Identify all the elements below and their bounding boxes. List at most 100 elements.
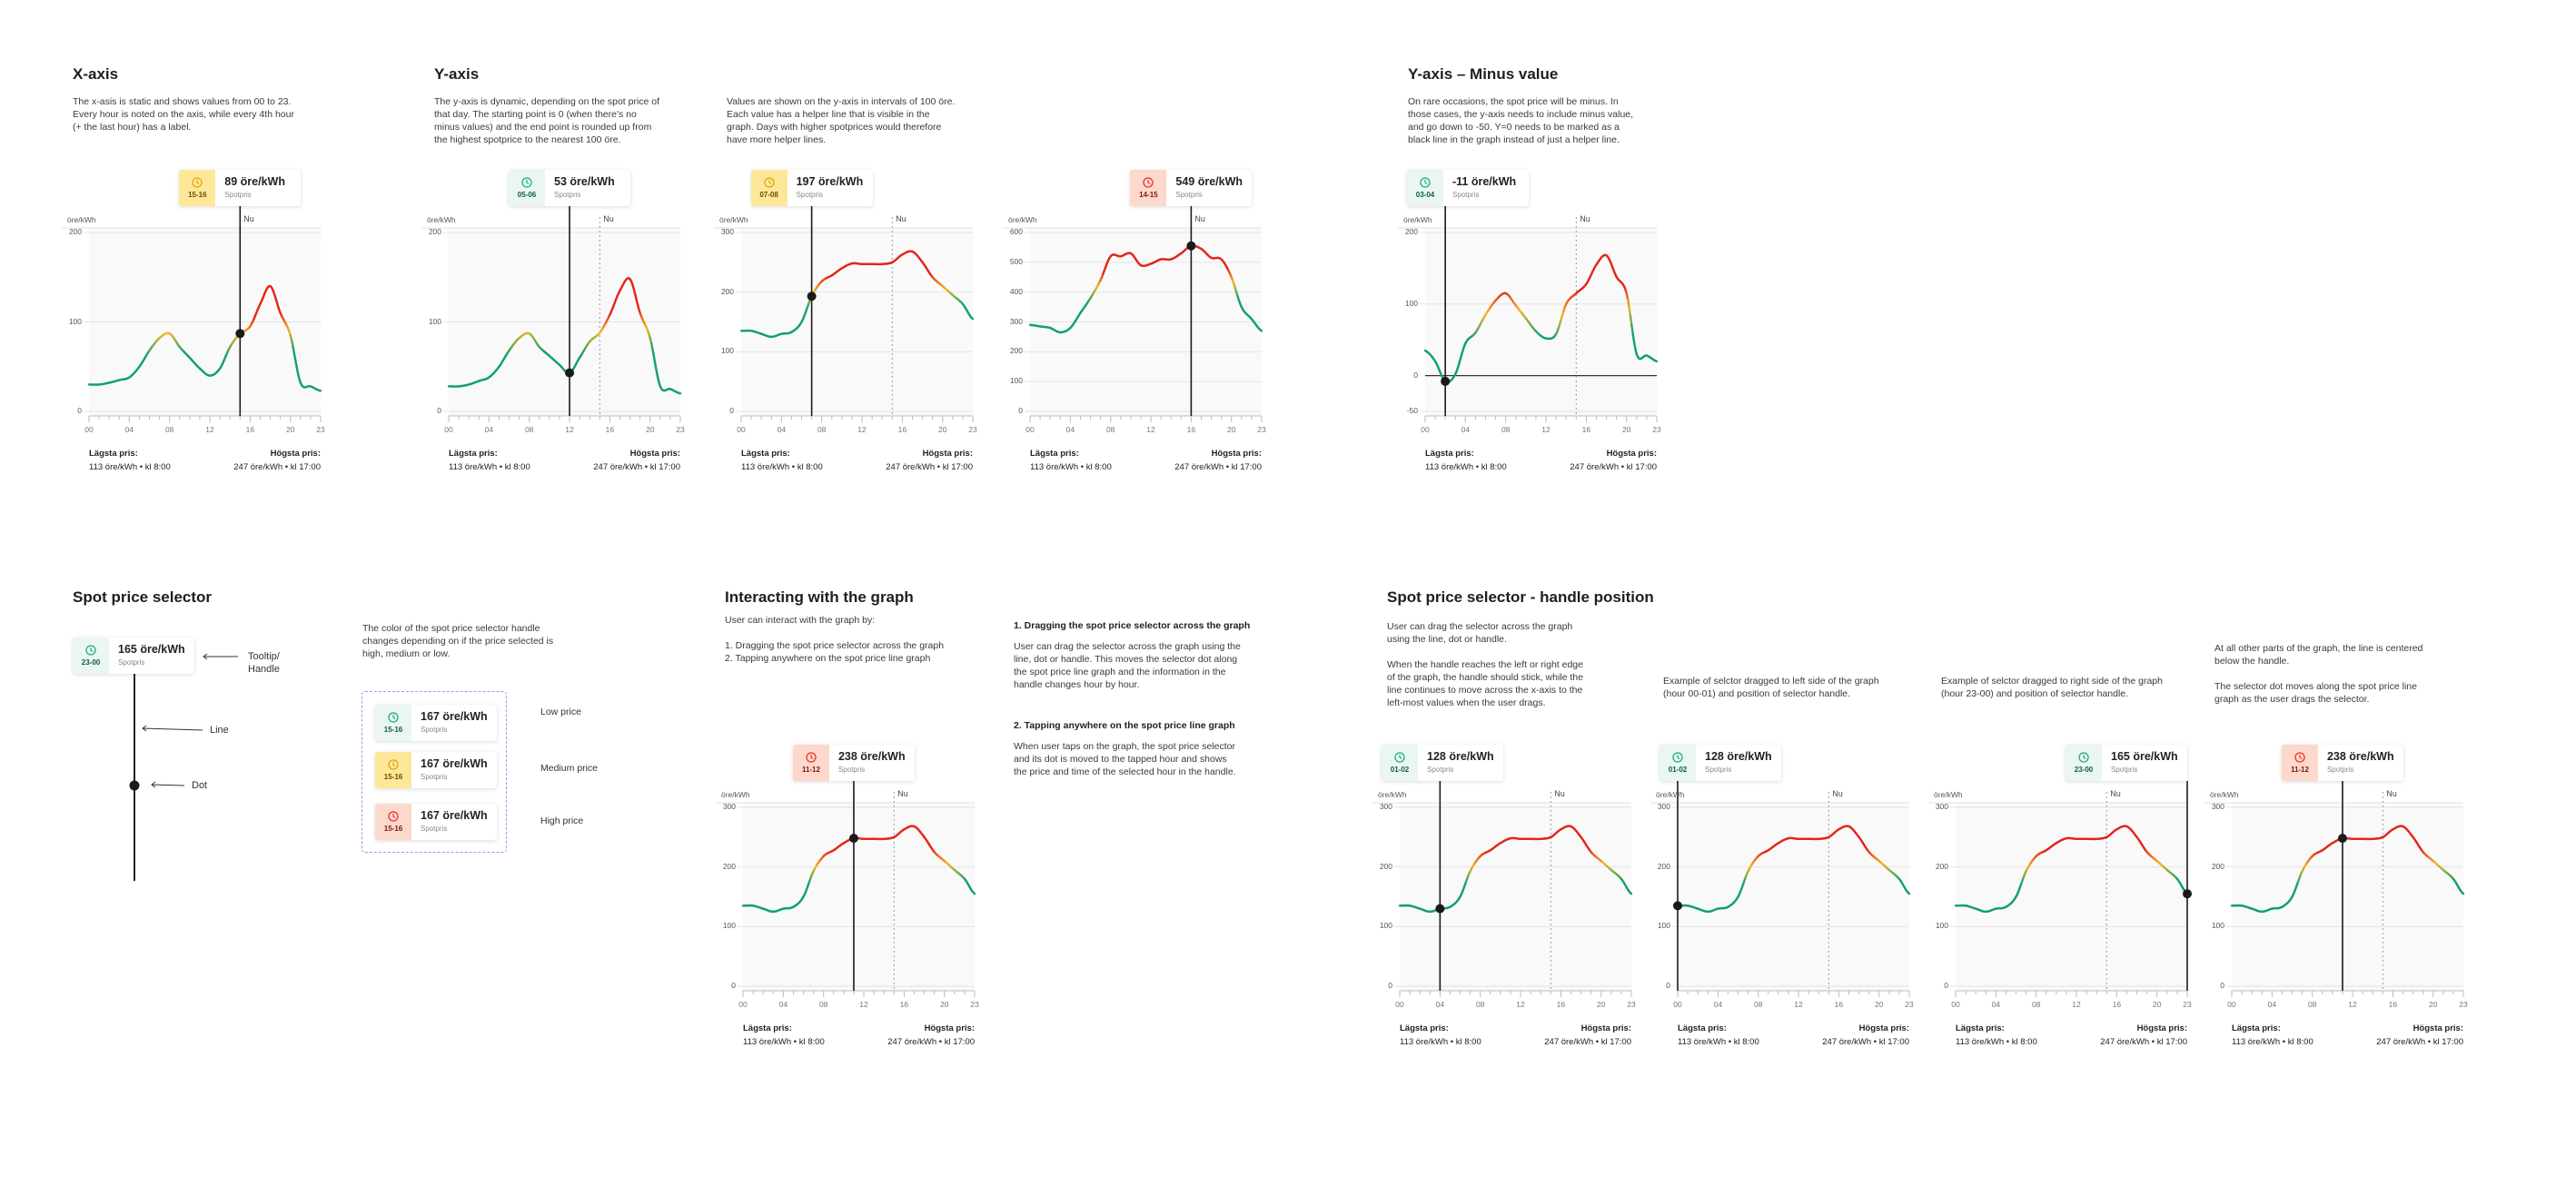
price-line-segment[interactable] — [972, 891, 976, 895]
price-line-segment[interactable] — [2461, 891, 2465, 895]
price-line-segment[interactable] — [1632, 341, 1637, 351]
x-tick-label: 08 — [1105, 425, 1115, 434]
handle-variant-medium: 15-16 167 öre/kWh Spotpris — [375, 752, 497, 788]
price-line-segment[interactable] — [292, 345, 296, 355]
x-tick-label: 08 — [2031, 1000, 2041, 1009]
tap-description: When user taps on the graph, the spot pr… — [1014, 741, 1236, 777]
highest-price-label: Högsta pris: — [2413, 1023, 2463, 1033]
x-tick-label: 04 — [484, 425, 494, 434]
x-tick-label: 16 — [2112, 1000, 2122, 1009]
x-tick-label: 08 — [1753, 1000, 1763, 1009]
handle-hour: 15-16 — [188, 191, 207, 199]
x-tick-label: 16 — [2388, 1000, 2398, 1009]
highest-price: Högsta pris: 247 öre/kWh • kl 17:00 — [1544, 1022, 1631, 1049]
price-line-segment[interactable] — [1629, 891, 1633, 895]
x-tick-label: 23 — [970, 1000, 979, 1009]
y-axis-unit: öre/kWh — [1008, 215, 1037, 224]
spot-price-chart[interactable]: -50 0 100 200 00 04 08 12 16 20 23 öre/kWh Nu 03-04 -1… — [1398, 170, 1661, 472]
y-tick-label: 400 — [1009, 286, 1023, 296]
selector-handle[interactable]: 11-12 238 öre/kWh Spotpris — [2281, 745, 2403, 781]
x-tick-label: 00 — [1673, 1000, 1682, 1009]
y-axis-unit: öre/kWh — [1403, 215, 1432, 224]
x-tick-label: 04 — [1065, 425, 1075, 434]
now-label: Nu — [897, 789, 908, 798]
highest-price-value: 247 öre/kWh • kl 17:00 — [593, 462, 680, 472]
highest-price-label: Högsta pris: — [629, 449, 680, 459]
selector-handle[interactable]: 15-16 89 öre/kWh Spotpris — [179, 170, 302, 206]
spot-price-chart[interactable]: 0 100 200 300 00 04 08 12 16 20 23 öre/kWh Nu 07-08 19… — [714, 170, 977, 472]
x-tick-label: 20 — [2153, 1000, 2162, 1009]
lowest-price-label: Lägsta pris: — [2232, 1023, 2281, 1033]
selector-handle[interactable]: 05-06 53 öre/kWh Spotpris — [509, 170, 631, 206]
selector-dot[interactable] — [1673, 901, 1682, 911]
price-line-segment[interactable] — [654, 362, 658, 372]
selector-handle[interactable]: 01-02 128 öre/kWh Spotpris — [1660, 745, 1781, 781]
y-tick-label: 300 — [1935, 802, 1948, 811]
price-line-segment[interactable] — [970, 316, 975, 321]
handle-price: 238 öre/kWh — [837, 750, 906, 763]
selector-handle[interactable]: 14-15 549 öre/kWh Spotpris — [1130, 170, 1253, 206]
selector-dot[interactable] — [807, 292, 817, 301]
highest-price-label: Högsta pris: — [1606, 449, 1657, 459]
handle-price: 53 öre/kWh — [554, 175, 615, 188]
y-tick-label: -50 — [1406, 406, 1418, 415]
y-tick-label: 0 — [2220, 981, 2224, 990]
spot-price-chart[interactable]: 0 100 200 300 400 500 600 00 04 08 12 16 20 23 öre/kWh… — [1003, 170, 1266, 472]
lowest-price-label: Lägsta pris: — [449, 449, 498, 459]
spot-price-chart[interactable]: 0 100 200 00 04 08 12 16 20 23 öre/kWh Nu 15-16 89 ör… — [62, 170, 325, 472]
annotation-line: Line — [210, 725, 229, 736]
price-line-segment[interactable] — [294, 359, 298, 369]
price-line-segment[interactable] — [1631, 332, 1636, 343]
selector-dot[interactable] — [129, 780, 140, 791]
price-line-segment[interactable] — [652, 355, 657, 365]
y-tick-label: 200 — [720, 286, 734, 296]
x-tick-label: 16 — [245, 425, 255, 434]
spot-price-chart[interactable]: 0 100 200 300 00 04 08 12 16 20 23 öre/kWh Nu 11-12 23… — [2204, 745, 2468, 1047]
selector-dot[interactable] — [2183, 889, 2192, 899]
price-line-segment[interactable] — [292, 351, 297, 361]
selector-handle[interactable]: 01-02 128 öre/kWh Spotpris — [1382, 745, 1503, 781]
x-tick-label: 12 — [205, 425, 214, 434]
spot-price-chart[interactable]: 0 100 200 300 00 04 08 12 16 20 23 öre/kWh Nu 23-00 16… — [1928, 745, 2192, 1047]
clock-icon — [2294, 752, 2305, 763]
highest-price-value: 247 öre/kWh • kl 17:00 — [2376, 1037, 2463, 1047]
selector-dot[interactable] — [1186, 241, 1196, 251]
spot-price-chart[interactable]: 0 100 200 00 04 08 12 16 20 23 öre/kWh Nu 05-06 53 ör… — [421, 170, 685, 472]
selector-dot[interactable] — [2337, 834, 2347, 844]
x-axis-description: The x-asis is static and shows values fr… — [73, 96, 294, 133]
interacting-intro: User can interact with the graph by: 1. … — [725, 615, 945, 664]
selector-dot[interactable] — [1441, 376, 1451, 386]
price-line-segment[interactable] — [651, 348, 656, 358]
price-line-segment[interactable] — [1259, 329, 1263, 332]
price-line-segment[interactable] — [1630, 323, 1634, 335]
price-line-segment[interactable] — [1626, 298, 1630, 309]
handle-price: 89 öre/kWh — [224, 175, 285, 188]
selector-dot[interactable] — [848, 834, 858, 844]
selector-handle[interactable]: 23-00 165 öre/kWh Spotpris — [2066, 745, 2187, 781]
spot-price-chart[interactable]: 0 100 200 300 00 04 08 12 16 20 23 öre/kWh Nu 11-12 23… — [716, 745, 979, 1047]
handle-label: Spotpris — [554, 191, 581, 199]
lowest-price-value: 113 öre/kWh • kl 8:00 — [1956, 1037, 2037, 1047]
selector-dot[interactable] — [235, 329, 245, 339]
now-label: Nu — [1580, 214, 1590, 223]
price-line-segment[interactable] — [1629, 314, 1633, 326]
handle-hour: 07-08 — [759, 191, 778, 199]
selector-dot[interactable] — [1435, 904, 1445, 914]
selector-handle[interactable]: 07-08 197 öre/kWh Spotpris — [750, 170, 873, 206]
selector-handle[interactable]: 23-00 165 öre/kWh Spotpris — [73, 637, 194, 674]
selector-handle[interactable]: 11-12 238 öre/kWh Spotpris — [792, 745, 915, 781]
y-tick-label: 0 — [1944, 981, 1948, 990]
chart-canvas — [62, 206, 322, 422]
price-line-segment[interactable] — [1907, 891, 1911, 895]
x-tick-label: 16 — [1186, 425, 1196, 434]
y-axis-intervals-description: Values are shown on the y-axis in interv… — [727, 96, 956, 145]
selector-handle[interactable]: 03-04 -11 öre/kWh Spotpris — [1407, 170, 1529, 206]
x-tick-label: 08 — [817, 425, 827, 434]
spot-price-chart[interactable]: 0 100 200 300 00 04 08 12 16 20 23 öre/kWh Nu 01-02 12… — [1650, 745, 1914, 1047]
y-tick-label: 0 — [77, 406, 82, 415]
selector-dot[interactable] — [565, 368, 575, 378]
highest-price: Högsta pris: 247 öre/kWh • kl 17:00 — [887, 1022, 975, 1049]
spot-price-chart[interactable]: 0 100 200 300 00 04 08 12 16 20 23 öre/kWh Nu 01-02 12… — [1372, 745, 1636, 1047]
handle-variant-low: 15-16 167 öre/kWh Spotpris — [375, 705, 497, 741]
clock-icon — [388, 759, 399, 770]
